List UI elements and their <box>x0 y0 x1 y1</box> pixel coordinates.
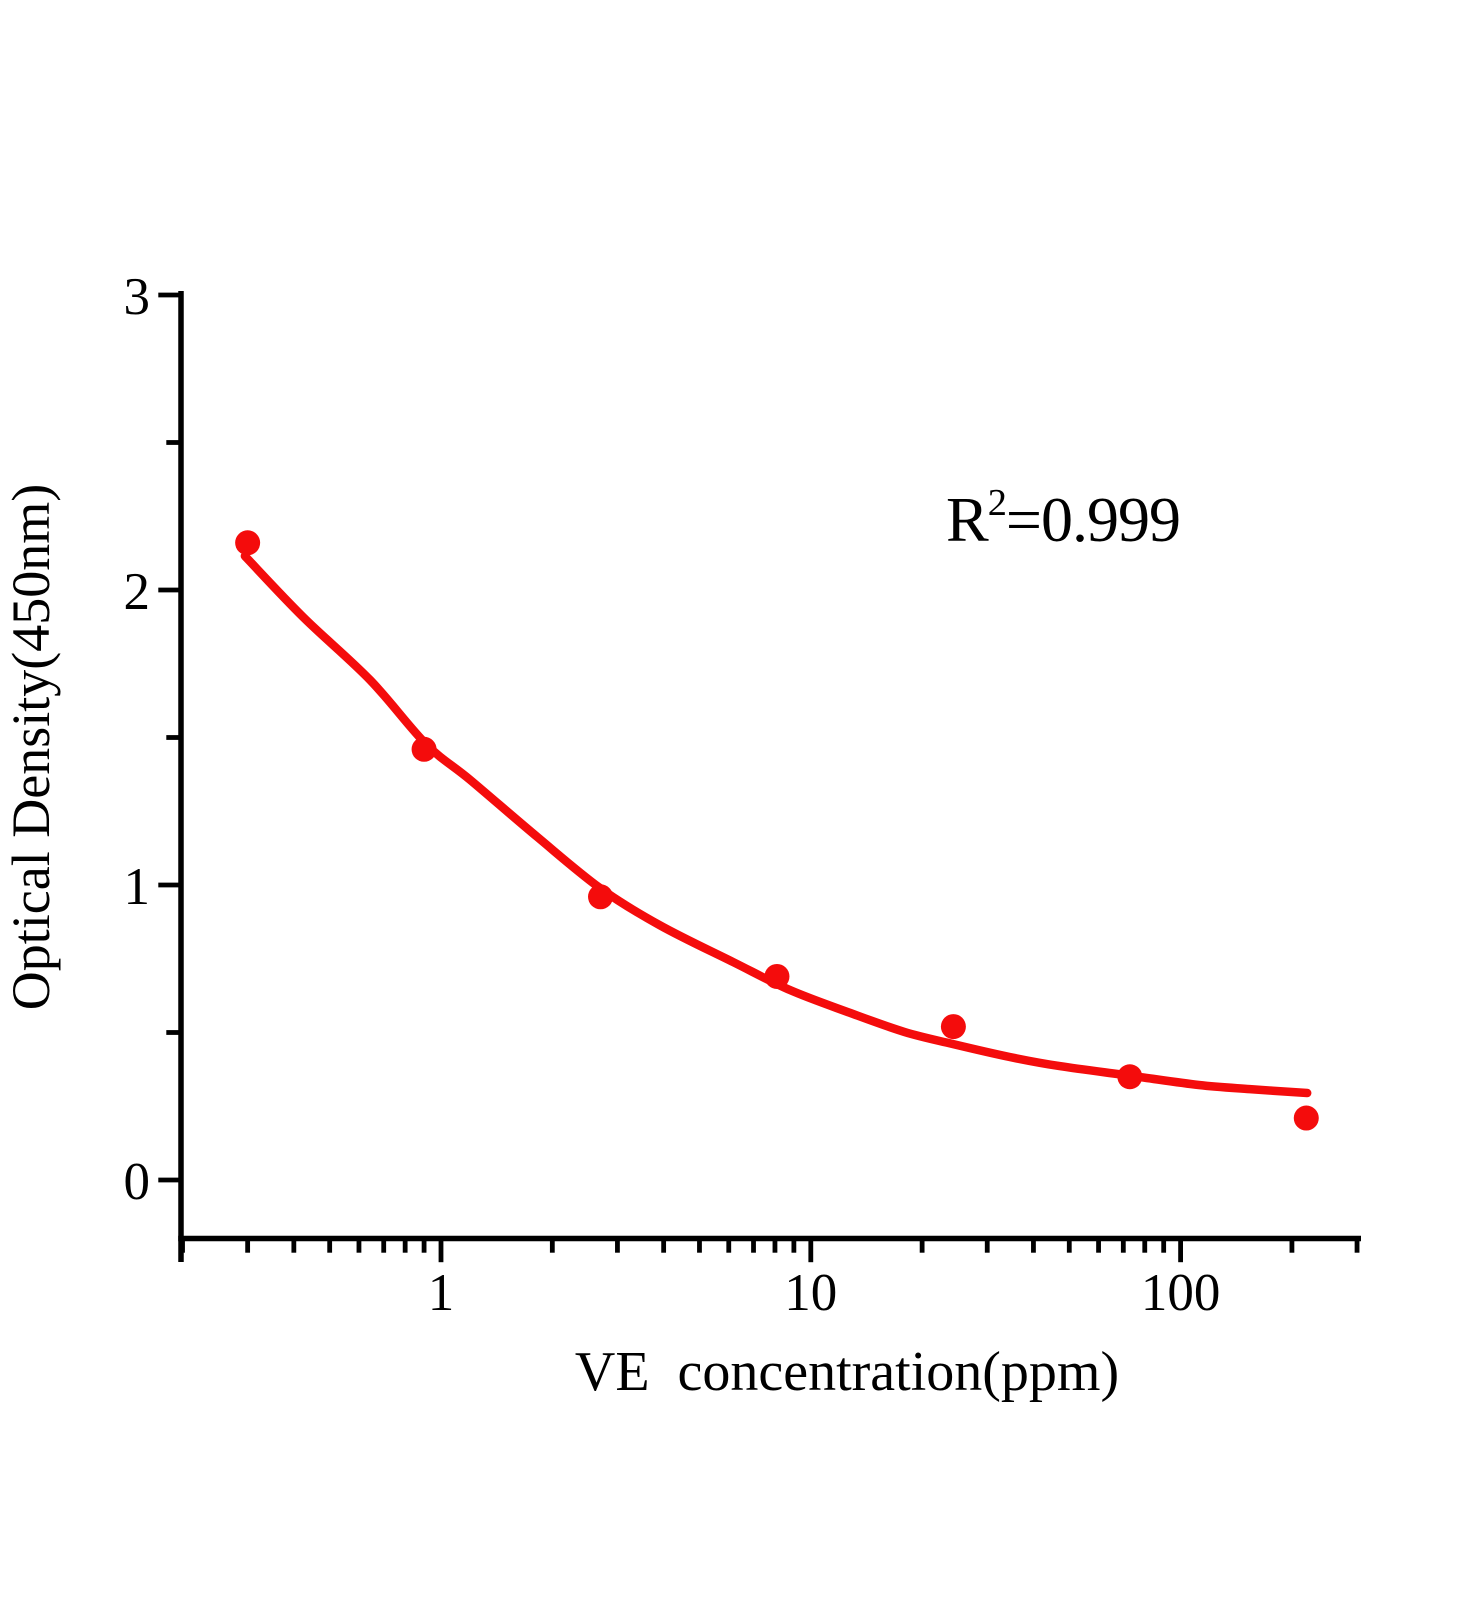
y-tick-label: 2 <box>123 563 151 621</box>
y-tick-label: 0 <box>123 1153 151 1211</box>
data-point <box>235 530 261 556</box>
y-tick-label: 1 <box>123 858 151 916</box>
r-squared-base: R <box>946 484 989 555</box>
x-tick-label: 100 <box>1140 1264 1221 1322</box>
y-axis-title: Optical Density(450nm) <box>1 483 61 1011</box>
data-point <box>411 736 437 762</box>
data-point <box>588 884 614 910</box>
r-squared-annotation: R2=0.999 <box>946 482 1181 561</box>
data-point <box>1293 1105 1319 1131</box>
r-squared-value: =0.999 <box>1005 484 1181 555</box>
r-squared-exponent: 2 <box>987 481 1007 524</box>
fit-curve-line <box>240 551 1312 1098</box>
x-axis-title: VE concentration(ppm) <box>574 1341 1120 1403</box>
y-tick-label: 3 <box>123 268 151 326</box>
data-point <box>764 963 790 989</box>
data-point <box>940 1014 966 1040</box>
x-tick-label: 10 <box>784 1264 838 1322</box>
x-tick-label: 1 <box>427 1264 455 1322</box>
data-point <box>1117 1064 1143 1090</box>
